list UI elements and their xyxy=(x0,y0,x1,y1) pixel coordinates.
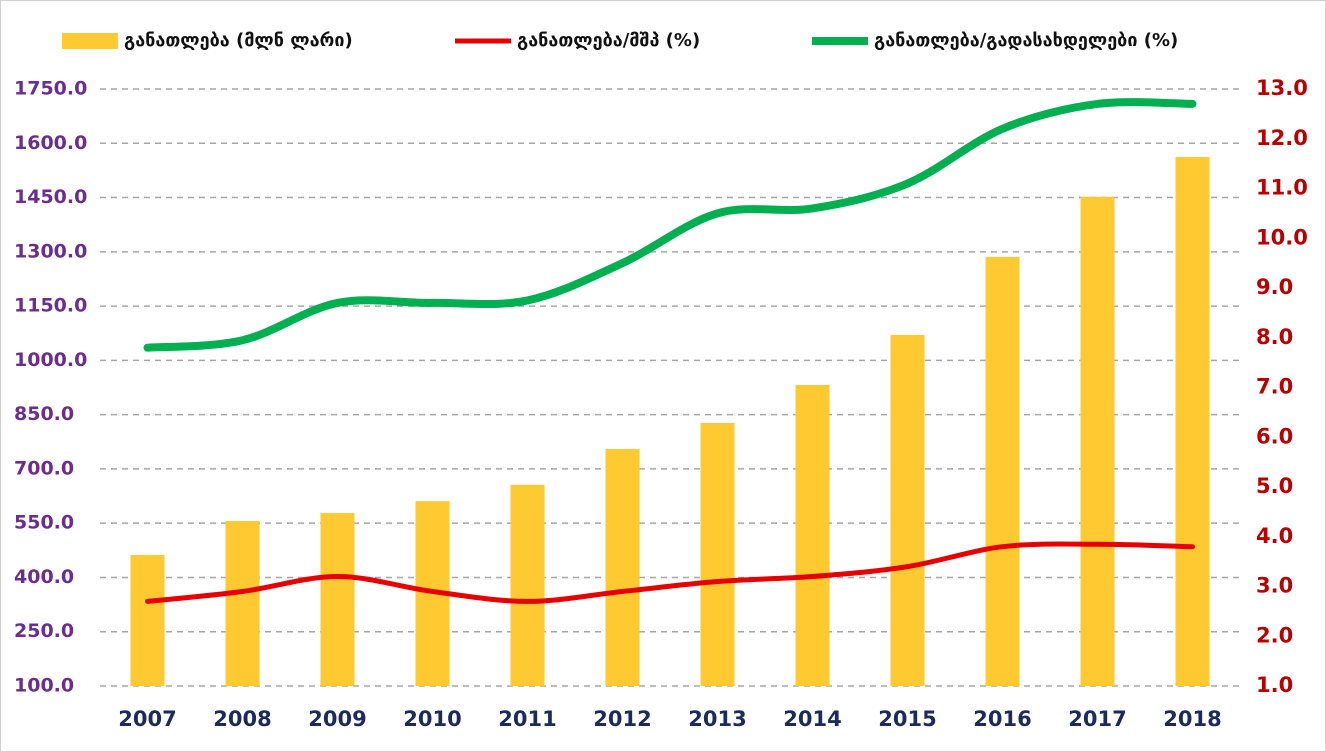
bar xyxy=(890,335,925,686)
legend-swatch xyxy=(62,33,118,49)
y2-tick-label: 4.0 xyxy=(1256,524,1293,548)
x-tick-label: 2014 xyxy=(783,707,841,731)
x-tick-label: 2007 xyxy=(118,707,176,731)
bar xyxy=(1080,196,1115,686)
legend-label: განათლება (მლნ ლარი) xyxy=(124,30,353,51)
y-tick-label: 1450.0 xyxy=(14,186,87,208)
bar xyxy=(510,484,545,686)
y2-tick-label: 2.0 xyxy=(1256,623,1293,647)
y-tick-label: 1300.0 xyxy=(14,240,87,262)
y-tick-label: 400.0 xyxy=(14,566,74,588)
x-tick-label: 2013 xyxy=(688,707,746,731)
bar xyxy=(605,449,640,686)
x-tick-label: 2008 xyxy=(213,707,271,731)
y-tick-label: 100.0 xyxy=(14,675,74,697)
legend-label: განათლება/გადასახდელები (%) xyxy=(874,30,1178,51)
y-tick-label: 1000.0 xyxy=(14,349,87,371)
y-tick-label: 250.0 xyxy=(14,620,74,642)
y-tick-label: 700.0 xyxy=(14,457,74,479)
x-tick-label: 2017 xyxy=(1068,707,1126,731)
bar xyxy=(700,422,735,686)
y-tick-label: 1750.0 xyxy=(14,78,87,100)
y2-tick-label: 8.0 xyxy=(1256,325,1293,349)
legend-label: განათლება/მშპ (%) xyxy=(517,30,700,51)
x-tick-label: 2012 xyxy=(593,707,651,731)
bar xyxy=(130,555,165,686)
y-tick-label: 850.0 xyxy=(14,403,74,425)
line xyxy=(143,98,1197,352)
y2-tick-label: 6.0 xyxy=(1256,424,1293,448)
y-tick-label: 1150.0 xyxy=(14,295,87,317)
y2-tick-label: 13.0 xyxy=(1256,76,1308,100)
y2-tick-label: 9.0 xyxy=(1256,275,1293,299)
bar xyxy=(225,521,260,686)
x-tick-label: 2016 xyxy=(973,707,1031,731)
bar xyxy=(795,384,830,686)
x-tick-label: 2018 xyxy=(1163,707,1221,731)
y2-tick-label: 5.0 xyxy=(1256,474,1293,498)
y2-tick-label: 1.0 xyxy=(1256,673,1293,697)
x-tick-label: 2011 xyxy=(498,707,556,731)
x-tick-label: 2010 xyxy=(403,707,461,731)
x-tick-label: 2009 xyxy=(308,707,366,731)
y2-tick-label: 12.0 xyxy=(1256,126,1308,150)
y2-tick-label: 11.0 xyxy=(1256,176,1308,200)
y-tick-label: 550.0 xyxy=(14,512,74,534)
bar xyxy=(1175,157,1210,686)
y-tick-label: 1600.0 xyxy=(14,132,87,154)
line xyxy=(145,541,1195,604)
y2-tick-label: 7.0 xyxy=(1256,375,1293,399)
x-tick-label: 2015 xyxy=(878,707,936,731)
bar xyxy=(985,256,1020,686)
y2-tick-label: 3.0 xyxy=(1256,574,1293,598)
bar xyxy=(320,513,355,686)
y2-tick-label: 10.0 xyxy=(1256,225,1308,249)
